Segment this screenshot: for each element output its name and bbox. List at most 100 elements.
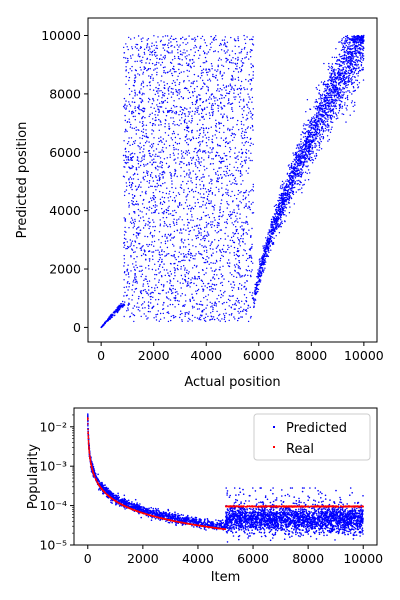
top-data-point — [143, 253, 144, 254]
top-data-point — [183, 208, 184, 209]
top-data-point — [190, 157, 191, 158]
top-data-point — [305, 180, 306, 181]
top-data-point — [200, 319, 201, 320]
top-data-point — [130, 270, 131, 271]
top-data-point — [354, 102, 355, 103]
top-data-point — [248, 157, 249, 158]
top-data-point — [312, 124, 313, 125]
top-data-point — [229, 147, 230, 148]
top-data-point — [328, 100, 329, 101]
top-data-point — [161, 249, 162, 250]
top-data-point — [154, 235, 155, 236]
top-data-point — [211, 68, 212, 69]
top-data-point — [165, 108, 166, 109]
top-data-point — [286, 183, 287, 184]
top-data-point — [213, 316, 214, 317]
top-data-point — [174, 58, 175, 59]
top-data-point — [202, 140, 203, 141]
top-data-point — [131, 113, 132, 114]
top-data-point — [149, 99, 150, 100]
top-data-point — [163, 217, 164, 218]
top-data-point — [212, 284, 213, 285]
top-data-point — [347, 46, 348, 47]
top-data-point — [169, 288, 170, 289]
top-data-point — [135, 241, 136, 242]
top-data-point — [218, 240, 219, 241]
top-data-point — [224, 319, 225, 320]
top-data-point — [166, 147, 167, 148]
top-data-point — [238, 206, 239, 207]
top-data-point — [135, 106, 136, 107]
top-data-point — [201, 75, 202, 76]
top-data-point — [153, 35, 154, 36]
top-data-point — [171, 237, 172, 238]
top-data-point — [129, 246, 130, 247]
top-data-point — [215, 50, 216, 51]
top-data-point — [215, 134, 216, 135]
top-data-point — [195, 108, 196, 109]
top-data-point — [358, 71, 359, 72]
top-data-point — [206, 137, 207, 138]
top-data-point — [169, 289, 170, 290]
top-data-point — [124, 245, 125, 246]
top-data-point — [170, 299, 171, 300]
top-data-point — [151, 147, 152, 148]
top-data-point — [172, 92, 173, 93]
top-data-point — [232, 111, 233, 112]
top-data-point — [237, 255, 238, 256]
top-data-point — [226, 171, 227, 172]
top-data-point — [238, 40, 239, 41]
top-data-point — [291, 188, 292, 189]
top-data-point — [133, 281, 134, 282]
top-data-point — [312, 121, 313, 122]
top-data-point — [141, 62, 142, 63]
top-data-point — [148, 68, 149, 69]
top-data-point — [126, 286, 127, 287]
top-data-point — [174, 254, 175, 255]
top-data-point — [237, 311, 238, 312]
top-data-point — [192, 306, 193, 307]
top-data-point — [192, 320, 193, 321]
top-data-point — [155, 204, 156, 205]
top-data-point — [226, 61, 227, 62]
top-data-point — [163, 57, 164, 58]
top-data-point — [128, 276, 129, 277]
top-data-point — [346, 50, 347, 51]
top-data-point — [153, 192, 154, 193]
top-data-point — [238, 243, 239, 244]
top-data-point — [195, 164, 196, 165]
top-data-point — [218, 216, 219, 217]
top-data-point — [155, 250, 156, 251]
top-data-point — [214, 205, 215, 206]
top-data-point — [221, 137, 222, 138]
top-data-point — [206, 202, 207, 203]
top-data-point — [258, 284, 259, 285]
top-data-point — [192, 111, 193, 112]
top-data-point — [145, 129, 146, 130]
top-data-point — [151, 208, 152, 209]
top-data-point — [215, 35, 216, 36]
top-data-point — [309, 125, 310, 126]
top-data-point — [218, 278, 219, 279]
top-data-point — [167, 112, 168, 113]
top-data-point — [154, 114, 155, 115]
top-data-point — [158, 166, 159, 167]
top-data-point — [234, 195, 235, 196]
top-data-point — [191, 163, 192, 164]
top-data-point — [181, 241, 182, 242]
top-data-point — [187, 283, 188, 284]
top-data-point — [130, 124, 131, 125]
top-data-point — [331, 117, 332, 118]
top-data-point — [362, 67, 363, 68]
top-data-point — [224, 87, 225, 88]
top-data-point — [229, 305, 230, 306]
top-data-point — [223, 171, 224, 172]
top-data-point — [227, 103, 228, 104]
top-data-point — [138, 204, 139, 205]
top-data-point — [153, 69, 154, 70]
top-data-point — [250, 83, 251, 84]
top-data-point — [298, 144, 299, 145]
top-data-point — [192, 267, 193, 268]
top-data-point — [130, 244, 131, 245]
top-data-point — [221, 59, 222, 60]
